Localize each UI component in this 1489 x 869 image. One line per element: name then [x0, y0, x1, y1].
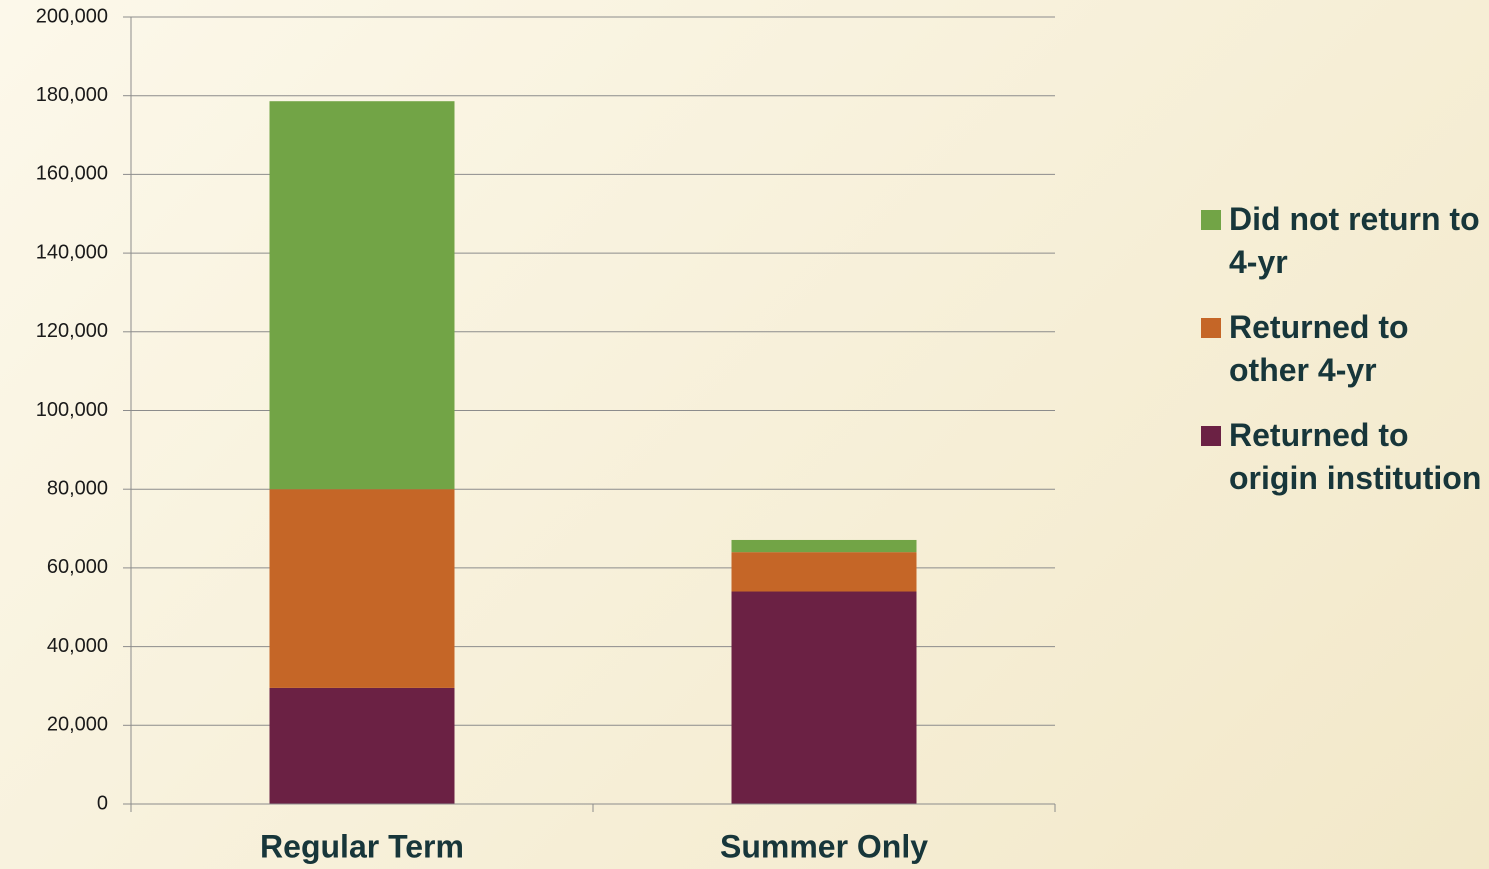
legend: Did not return to 4-yr Returned to other … [1200, 198, 1485, 522]
y-tick-label: 180,000 [36, 84, 108, 106]
bar-segment [269, 101, 455, 490]
y-tick-label: 200,000 [36, 5, 108, 27]
legend-swatch [1201, 318, 1221, 338]
y-tick-label: 60,000 [47, 556, 108, 578]
y-tick-label: 100,000 [36, 399, 108, 421]
y-tick-label: 160,000 [36, 163, 108, 185]
legend-label: Returned to other 4-yr [1229, 309, 1409, 388]
bar-segment [269, 489, 455, 688]
legend-swatch [1201, 426, 1221, 446]
x-tick-label: Summer Only [720, 828, 928, 864]
legend-label: Did not return to 4-yr [1229, 201, 1480, 280]
legend-item: Did not return to 4-yr [1200, 198, 1485, 284]
bar-segment [731, 591, 917, 804]
legend-swatch [1201, 210, 1221, 230]
y-tick-label: 80,000 [47, 477, 108, 499]
y-tick-label: 140,000 [36, 241, 108, 263]
y-tick-label: 20,000 [47, 714, 108, 736]
bar-segment [731, 552, 917, 592]
bar-segment [731, 539, 917, 553]
y-tick-label: 120,000 [36, 320, 108, 342]
legend-label: Returned to origin institution [1229, 417, 1482, 496]
y-tick-label: 40,000 [47, 635, 108, 657]
x-tick-label: Regular Term [260, 828, 464, 864]
bar-segment [269, 687, 455, 804]
y-tick-label: 0 [97, 792, 108, 814]
legend-item: Returned to origin institution [1200, 414, 1485, 500]
legend-item: Returned to other 4-yr [1200, 306, 1485, 392]
